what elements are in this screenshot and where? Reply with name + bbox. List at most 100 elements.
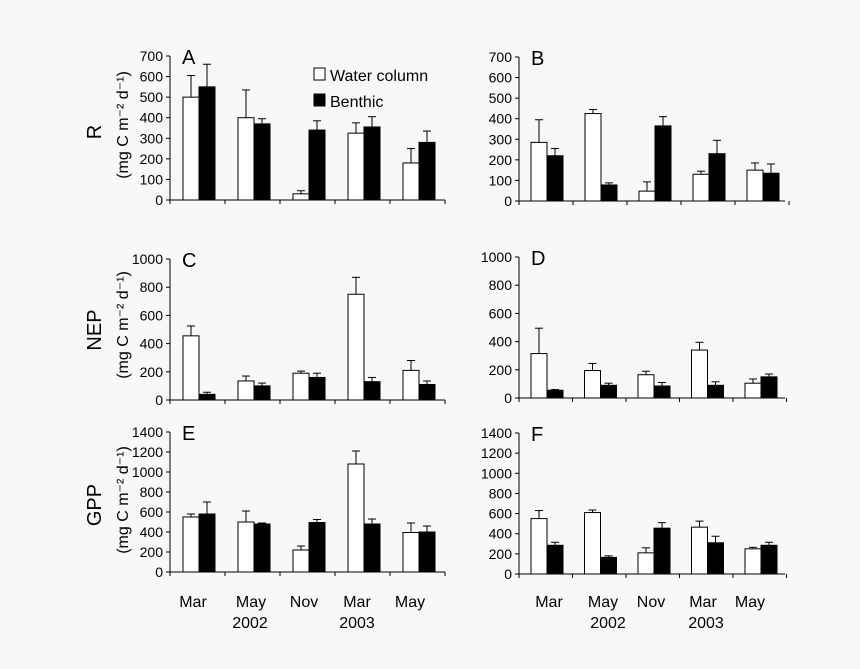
panel-A: 0 100 200 300 400 500 600 700 A <box>140 47 446 208</box>
bar-water-column <box>402 162 420 201</box>
panel-label: B <box>531 48 544 70</box>
y-tick-label: 400 <box>140 336 164 352</box>
x-label-left-2: Nov <box>290 594 318 611</box>
bar-water-column <box>182 516 200 573</box>
x-label-left-3: Mar <box>343 594 371 611</box>
y-tick-label: 700 <box>140 48 164 64</box>
bar-benthic <box>760 376 778 399</box>
panel-B: 0 100 200 300 400 500 600 700 B <box>489 48 790 209</box>
y-tick-label: 200 <box>140 544 164 560</box>
bar-benthic <box>762 172 780 202</box>
bar-water-column <box>744 548 762 575</box>
y-tick-label: 400 <box>489 334 513 350</box>
bar-benthic <box>308 129 326 201</box>
legend-benthic: Benthic <box>330 94 383 111</box>
y-tick-label: 400 <box>489 111 513 127</box>
y-tick-label: 1000 <box>132 251 163 267</box>
y-tick-label: 800 <box>140 484 164 500</box>
bar-water-column <box>584 113 602 202</box>
bar-water-column <box>584 370 601 399</box>
bar-benthic <box>418 531 436 573</box>
year-label-left-2003: 2003 <box>339 615 375 632</box>
y-tick-label: 0 <box>155 192 163 208</box>
bar-benthic <box>707 384 724 399</box>
bar-benthic <box>363 523 381 573</box>
bar-water-column <box>347 293 365 401</box>
bar-benthic <box>546 155 564 202</box>
x-label-right-1: May <box>588 594 618 611</box>
y-tick-label: 600 <box>140 307 164 323</box>
bar-water-column <box>692 173 710 202</box>
panel-label: D <box>531 248 545 270</box>
y-tick-label: 1400 <box>481 425 512 441</box>
bar-water-column <box>691 526 708 575</box>
y-tick-label: 800 <box>489 277 513 293</box>
y-tick-label: 0 <box>155 564 163 580</box>
panel-F: 0 200 400 600 800 1000 1200 1400 F <box>481 424 787 582</box>
bar-benthic <box>198 393 216 401</box>
bar-water-column <box>182 335 200 401</box>
row-label-gpp: GPP <box>84 484 106 526</box>
bar-benthic <box>707 542 724 575</box>
bar-water-column <box>638 190 656 202</box>
y-tick-label: 600 <box>489 506 513 522</box>
bar-water-column <box>347 132 365 201</box>
panel-label: A <box>182 47 196 69</box>
units-label-nep: (mg C m⁻² d⁻¹) <box>115 271 132 379</box>
bar-water-column <box>637 552 655 575</box>
bar-benthic <box>198 86 216 201</box>
bar-water-column <box>402 532 420 573</box>
bar-water-column <box>584 512 601 575</box>
y-tick-label: 600 <box>140 504 164 520</box>
bar-benthic <box>546 389 564 399</box>
bar-benthic <box>198 513 216 573</box>
bar-benthic <box>654 125 672 202</box>
bar-water-column <box>530 518 548 575</box>
y-tick-label: 400 <box>489 526 513 542</box>
legend-swatch-benthic <box>313 93 326 107</box>
panel-C: 0 200 400 600 800 1000 C <box>132 250 446 408</box>
y-tick-label: 100 <box>140 171 164 187</box>
y-tick-label: 1000 <box>481 249 512 265</box>
bar-water-column <box>182 96 200 201</box>
x-label-left-1: May <box>236 594 266 611</box>
y-tick-label: 700 <box>489 49 513 65</box>
panel-D: 0 200 400 600 800 1000 D <box>481 248 787 406</box>
bar-water-column <box>237 521 255 573</box>
bar-benthic <box>653 527 671 575</box>
y-tick-label: 300 <box>140 130 164 146</box>
panel-E: 0 200 400 600 800 1000 1200 1400 E <box>132 423 446 580</box>
legend-swatch-water-column <box>313 67 326 81</box>
bar-water-column <box>292 549 310 573</box>
bar-benthic <box>600 384 617 399</box>
x-label-left-0: Mar <box>179 594 207 611</box>
y-tick-label: 0 <box>504 390 512 406</box>
units-label-gpp: (mg C m⁻² d⁻¹) <box>115 446 132 554</box>
y-tick-label: 200 <box>489 362 513 378</box>
x-label-right-3: Mar <box>689 594 717 611</box>
bar-benthic <box>308 376 326 401</box>
y-tick-label: 800 <box>489 485 513 501</box>
y-tick-label: 1200 <box>481 445 512 461</box>
bar-benthic <box>253 523 271 573</box>
panel-label: C <box>182 250 196 272</box>
y-tick-label: 800 <box>140 279 164 295</box>
bar-benthic <box>546 544 564 575</box>
bar-water-column <box>237 380 255 401</box>
y-tick-label: 500 <box>140 89 164 105</box>
bar-water-column <box>402 369 420 401</box>
x-label-right-2: Nov <box>637 594 665 611</box>
bar-water-column <box>237 117 255 201</box>
y-tick-label: 1200 <box>132 444 163 460</box>
bar-benthic <box>363 126 381 201</box>
bar-benthic <box>418 141 436 201</box>
bar-water-column <box>292 193 310 201</box>
bar-benthic <box>363 381 381 401</box>
bar-benthic <box>253 123 271 201</box>
year-label-left-2002: 2002 <box>232 615 268 632</box>
bar-water-column <box>347 463 365 573</box>
y-tick-label: 600 <box>140 69 164 85</box>
units-label-r: (mg C m⁻² d⁻¹) <box>115 71 132 179</box>
year-label-right-2003: 2003 <box>688 615 724 632</box>
bar-water-column <box>530 141 548 202</box>
